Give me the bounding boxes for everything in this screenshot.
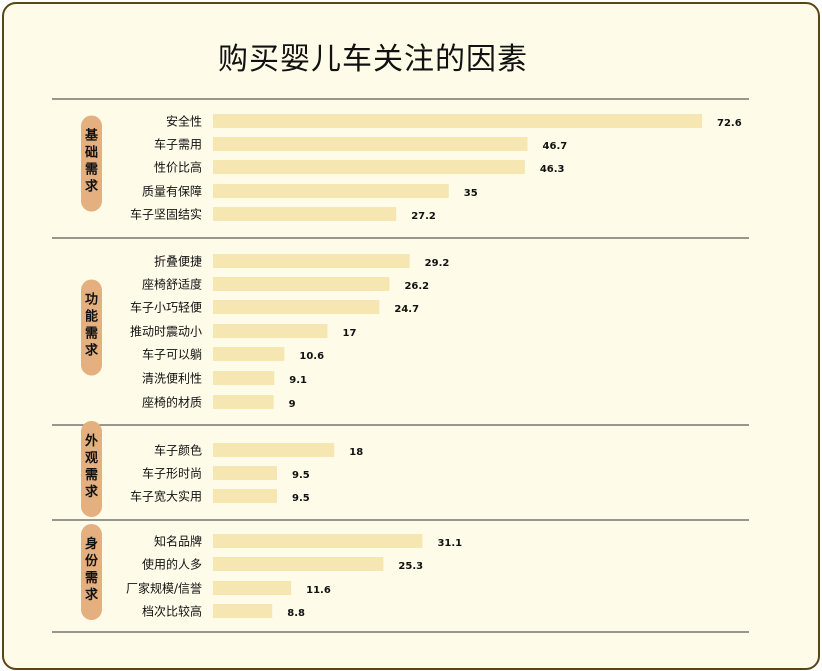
bar xyxy=(213,160,525,174)
data-label: 9.5 xyxy=(292,470,310,481)
data-label: 9 xyxy=(289,399,296,410)
bar xyxy=(213,489,277,503)
data-label: 9.5 xyxy=(292,493,310,504)
data-label: 46.7 xyxy=(543,141,568,152)
category-label: 车子颜色 xyxy=(154,443,202,458)
category-label: 使用的人多 xyxy=(142,557,202,572)
data-label: 26.2 xyxy=(404,281,429,292)
category-label: 推动时震动小 xyxy=(130,325,202,339)
category-label: 车子小巧轻便 xyxy=(130,300,202,315)
group-label: 功能需求 xyxy=(85,293,99,359)
bar xyxy=(213,557,384,571)
category-label: 车子形时尚 xyxy=(142,466,202,481)
bar xyxy=(213,534,423,548)
bar xyxy=(213,324,328,338)
data-label: 46.3 xyxy=(540,164,565,175)
category-label: 折叠便捷 xyxy=(154,254,202,269)
bar xyxy=(213,466,277,480)
category-label: 车子宽大实用 xyxy=(130,489,202,504)
bar xyxy=(213,604,273,618)
category-label: 质量有保障 xyxy=(142,184,202,199)
group-label-pill xyxy=(81,115,102,212)
category-label: 座椅舒适度 xyxy=(142,277,202,292)
data-label: 29.2 xyxy=(425,258,450,269)
data-label: 18 xyxy=(349,447,363,458)
data-label: 8.8 xyxy=(287,608,305,619)
data-label: 25.3 xyxy=(398,561,423,572)
bar xyxy=(213,207,397,221)
bar xyxy=(213,184,449,198)
category-label: 厂家规模/信誉 xyxy=(126,581,202,596)
bar xyxy=(213,371,275,385)
group-label-pill xyxy=(81,279,102,376)
bar xyxy=(213,347,285,361)
category-label: 车子需用 xyxy=(154,137,202,152)
category-label: 档次比较高 xyxy=(142,604,202,619)
data-label: 10.6 xyxy=(299,351,324,362)
bar xyxy=(213,300,380,314)
group-label: 基础需求 xyxy=(84,128,99,195)
category-label: 安全性 xyxy=(166,114,202,129)
group-label-pill xyxy=(81,524,102,620)
data-label: 72.6 xyxy=(717,118,742,129)
data-label: 9.1 xyxy=(289,375,307,386)
data-label: 11.6 xyxy=(306,585,331,596)
data-label: 27.2 xyxy=(411,211,436,222)
bar xyxy=(213,395,274,409)
category-label: 车子坚固结实 xyxy=(130,207,202,222)
category-label: 清洗便利性 xyxy=(142,372,202,386)
category-label: 性价比高 xyxy=(154,160,202,175)
data-label: 24.7 xyxy=(394,304,419,315)
bar xyxy=(213,137,528,151)
data-label: 17 xyxy=(343,328,357,339)
group-label: 外观需求 xyxy=(84,433,99,500)
group-label-pill xyxy=(81,421,102,517)
bar xyxy=(213,443,335,457)
category-label: 车子可以躺 xyxy=(142,347,202,362)
chart-title: 购买婴儿车关注的因素 xyxy=(218,42,528,77)
data-label: 31.1 xyxy=(437,538,462,549)
bar xyxy=(213,254,410,268)
category-label: 知名品牌 xyxy=(154,534,202,549)
bar xyxy=(213,277,390,291)
data-label: 35 xyxy=(464,188,478,199)
bar xyxy=(213,581,292,595)
category-label: 座椅的材质 xyxy=(142,395,202,410)
group-label: 身份需求 xyxy=(85,536,99,603)
bar xyxy=(213,114,702,128)
